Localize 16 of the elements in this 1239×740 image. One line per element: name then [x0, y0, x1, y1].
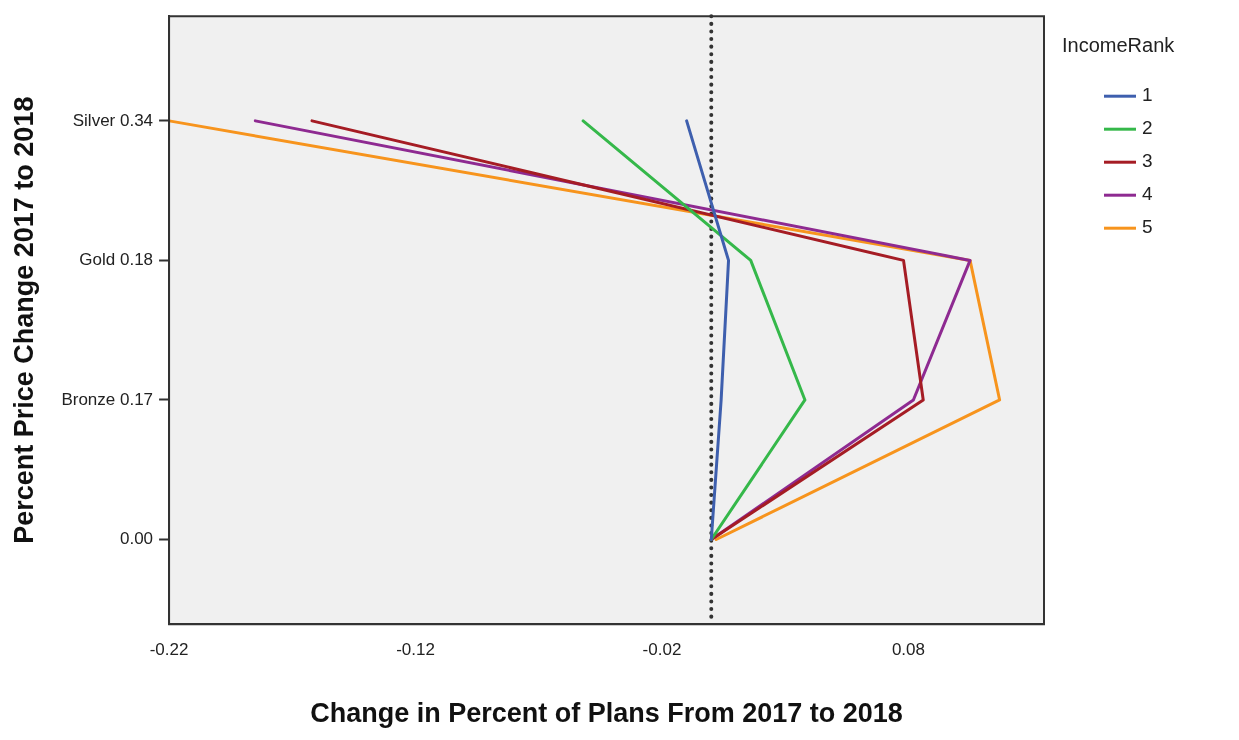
legend-label: 1 — [1142, 84, 1153, 106]
legend-label: 4 — [1142, 183, 1153, 205]
y-tick-label: Gold 0.18 — [79, 250, 154, 270]
legend-label: 3 — [1142, 150, 1153, 172]
legend-title: IncomeRank — [1062, 33, 1176, 56]
x-axis-title: Change in Percent of Plans From 2017 to 2018 — [310, 698, 903, 729]
y-tick-label: Silver 0.34 — [72, 110, 154, 130]
y-tick-label: 0.00 — [119, 529, 154, 549]
y-tick-label: Bronze 0.17 — [61, 389, 154, 409]
x-tick-label: 0.08 — [891, 640, 925, 660]
y-axis-title: Percent Price Change 2017 to 2018 — [8, 96, 39, 544]
legend-label: 5 — [1142, 216, 1153, 238]
x-tick-label: -0.02 — [642, 640, 682, 660]
x-tick-label: -0.22 — [149, 640, 189, 660]
x-tick-label: -0.12 — [396, 640, 435, 660]
legend-label: 2 — [1142, 117, 1153, 139]
